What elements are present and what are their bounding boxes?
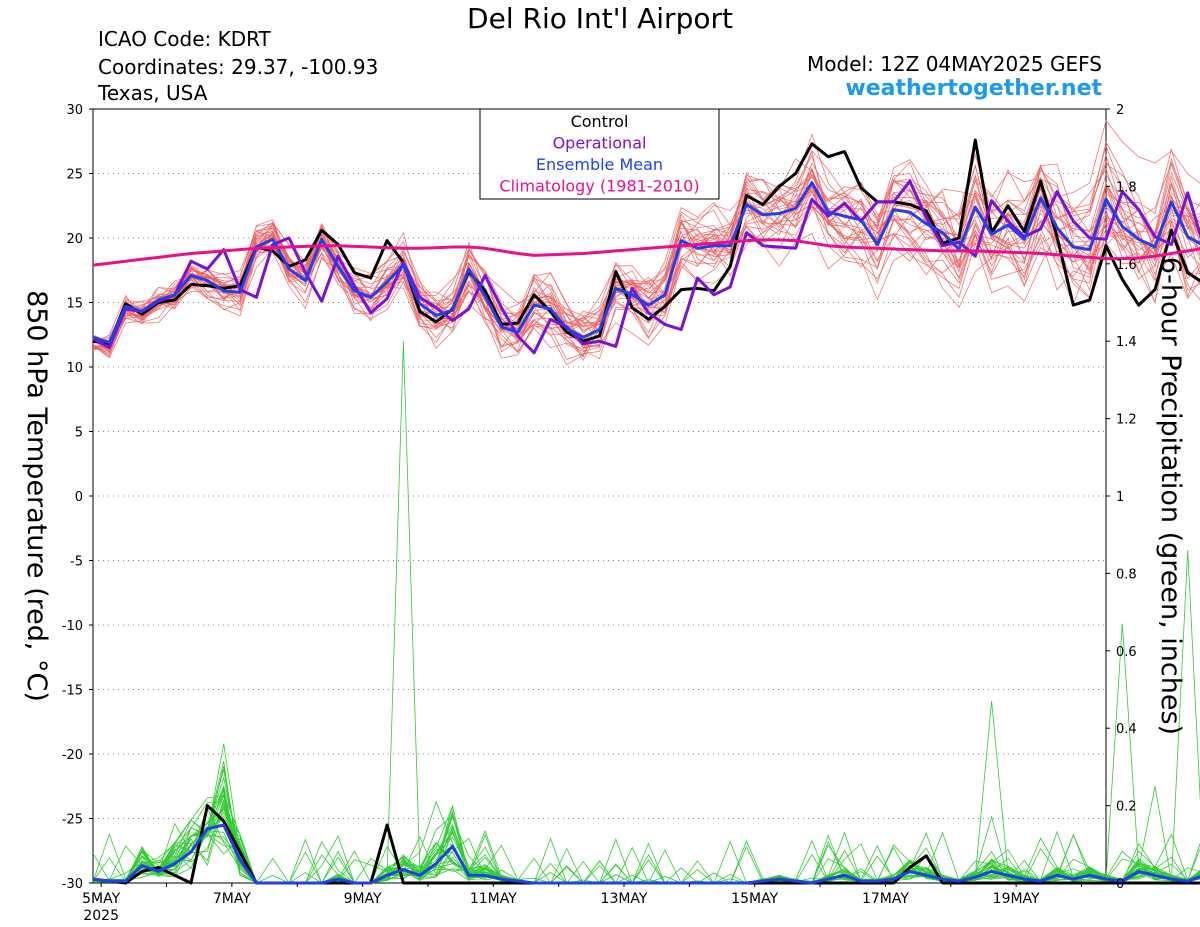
y-right-axis-title: 6-hour Precipitation (green, inches) (1155, 257, 1186, 735)
y-left-tick-label: 25 (66, 168, 83, 183)
y-left-tick-label: 15 (66, 297, 83, 312)
precip-member-line (92, 793, 1200, 884)
precip-member-line (92, 769, 1200, 884)
chart-title: Del Rio Int'l Airport (467, 2, 733, 35)
x-tick-label: 7MAY (213, 891, 251, 907)
precip-member-line (92, 765, 1200, 884)
plot-frame (92, 108, 1107, 884)
precip-member-line (92, 819, 1200, 884)
y-right-tick-label: 0 (1116, 877, 1124, 892)
y-right-tick-label: 0.2 (1116, 800, 1137, 815)
region: Texas, USA (98, 81, 208, 105)
precip-member-line (92, 794, 1200, 884)
precip-member-line (92, 795, 1200, 884)
precip-member-line (92, 550, 1200, 884)
legend-entry: Operational (553, 134, 647, 153)
x-tick-label: 9MAY (344, 891, 382, 907)
y-left-tick-label: 0 (75, 490, 83, 505)
precip-member-line (92, 803, 1200, 884)
precip-member-line (92, 802, 1200, 884)
x-tick-label: 17MAY (862, 891, 909, 907)
y-left-tick-label: 5 (75, 426, 83, 441)
temp-member-line (92, 173, 1200, 354)
precip-member-line (92, 623, 1200, 884)
temp-member-line (92, 153, 1200, 352)
y-left-tick-label: 30 (66, 103, 83, 118)
temp-member-line (92, 169, 1200, 358)
precip-member-line (92, 761, 1200, 884)
x-tick-label: 13MAY (601, 891, 648, 907)
site-link[interactable]: weathertogether.net (845, 76, 1102, 101)
legend-entry: Climatology (1981-2010) (499, 177, 699, 196)
precip-member-line (92, 786, 1200, 884)
y-left-axis-title: 850 hPa Temperature (red, °C) (21, 290, 52, 702)
x-tick-label: 11MAY (470, 891, 517, 907)
ensemble-mean-temp-line (92, 181, 1200, 344)
precip-member-line (92, 341, 1200, 884)
x-tick-label: 5MAY (82, 891, 120, 907)
y-right-tick-label: 1 (1116, 490, 1124, 505)
y-right-tick-label: 1.6 (1116, 258, 1137, 273)
legend-box (479, 108, 720, 200)
y-left-tick-label: -5 (70, 555, 83, 570)
x-tick-sublabel: 2025 (83, 908, 119, 924)
precip-member-line (92, 829, 1200, 884)
y-left-tick-label: -25 (62, 813, 83, 828)
y-left-tick-label: -30 (62, 877, 83, 892)
precip-member-line (92, 784, 1200, 884)
coordinates: Coordinates: 29.37, -100.93 (98, 55, 379, 79)
y-right-tick-label: 1.2 (1116, 413, 1137, 428)
precip-member-line (92, 701, 1200, 884)
legend-entry: Ensemble Mean (536, 155, 663, 174)
y-right-tick-label: 0.6 (1116, 645, 1137, 660)
x-tick-label: 15MAY (731, 891, 778, 907)
precip-member-line (92, 785, 1200, 884)
precip-member-line (92, 799, 1200, 884)
precip-member-line (92, 806, 1200, 884)
precip-member-line (92, 776, 1200, 884)
y-left-tick-label: -20 (62, 748, 83, 763)
legend-entry: Control (571, 112, 629, 131)
temp-member-line (92, 162, 1200, 360)
y-right-tick-label: 0.8 (1116, 567, 1137, 582)
y-right-tick-label: 0.4 (1116, 722, 1137, 737)
y-left-tick-label: -15 (62, 684, 83, 699)
precip-member-line (92, 788, 1200, 884)
precip-member-line (92, 798, 1200, 884)
ensemble-mean-precip-line (92, 823, 1200, 885)
y-right-tick-label: 2 (1116, 103, 1124, 118)
icao-code: ICAO Code: KDRT (98, 27, 271, 51)
y-right-tick-label: 1.4 (1116, 335, 1137, 350)
control-precip-line (92, 804, 1200, 885)
y-right-tick-label: 1.8 (1116, 180, 1137, 195)
climatology-1981-2010-temp-line (92, 238, 1200, 267)
y-left-tick-label: -10 (62, 619, 83, 634)
temp-member-line (92, 133, 1200, 348)
temp-member-line (92, 167, 1200, 347)
y-left-tick-label: 20 (66, 232, 83, 247)
precip-member-line (92, 801, 1200, 884)
x-tick-label: 19MAY (993, 891, 1040, 907)
control-temp-line (92, 138, 1200, 346)
operational-temp-line (92, 179, 1200, 355)
model-run: Model: 12Z 04MAY2025 GEFS (807, 52, 1102, 76)
y-left-tick-label: 10 (66, 361, 83, 376)
